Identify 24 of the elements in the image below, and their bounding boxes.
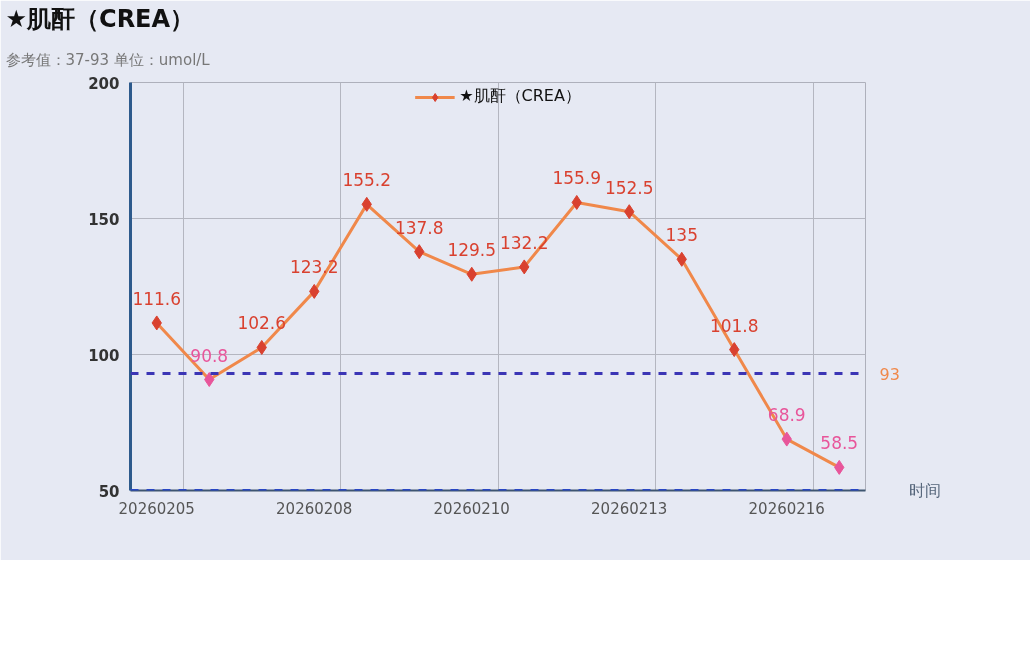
data-label: 155.2 [342,170,392,191]
y-tick-label: 100 [88,346,120,365]
x-tick-label: 20260210 [433,499,510,518]
chart-title: ★肌酐（CREA） [5,4,195,33]
y-tick-label: 200 [88,74,120,93]
data-label: 102.6 [237,313,287,334]
x-tick-label: 20260213 [591,499,668,518]
data-label: 135 [665,225,698,246]
x-tick-label: 20260205 [118,499,195,518]
data-label: 90.8 [190,345,229,366]
data-label: 58.5 [820,433,859,454]
data-label: 111.6 [132,288,182,309]
y-tick-label: 150 [88,210,120,229]
x-tick-label: 20260208 [276,499,353,518]
chart-subtitle: 参考值：37-93 单位：umol/L [5,50,211,69]
x-tick-label: 20260216 [748,499,825,518]
data-label: 137.8 [394,217,444,238]
data-label: 152.5 [604,177,654,198]
ref-line-label: 93 [879,364,900,384]
x-axis-title: 时间 [908,481,941,500]
y-tick-label: 50 [98,482,120,501]
data-label: 155.9 [552,168,602,189]
data-label: 129.5 [447,240,497,261]
legend-label: ★肌酐（CREA） [459,86,581,107]
